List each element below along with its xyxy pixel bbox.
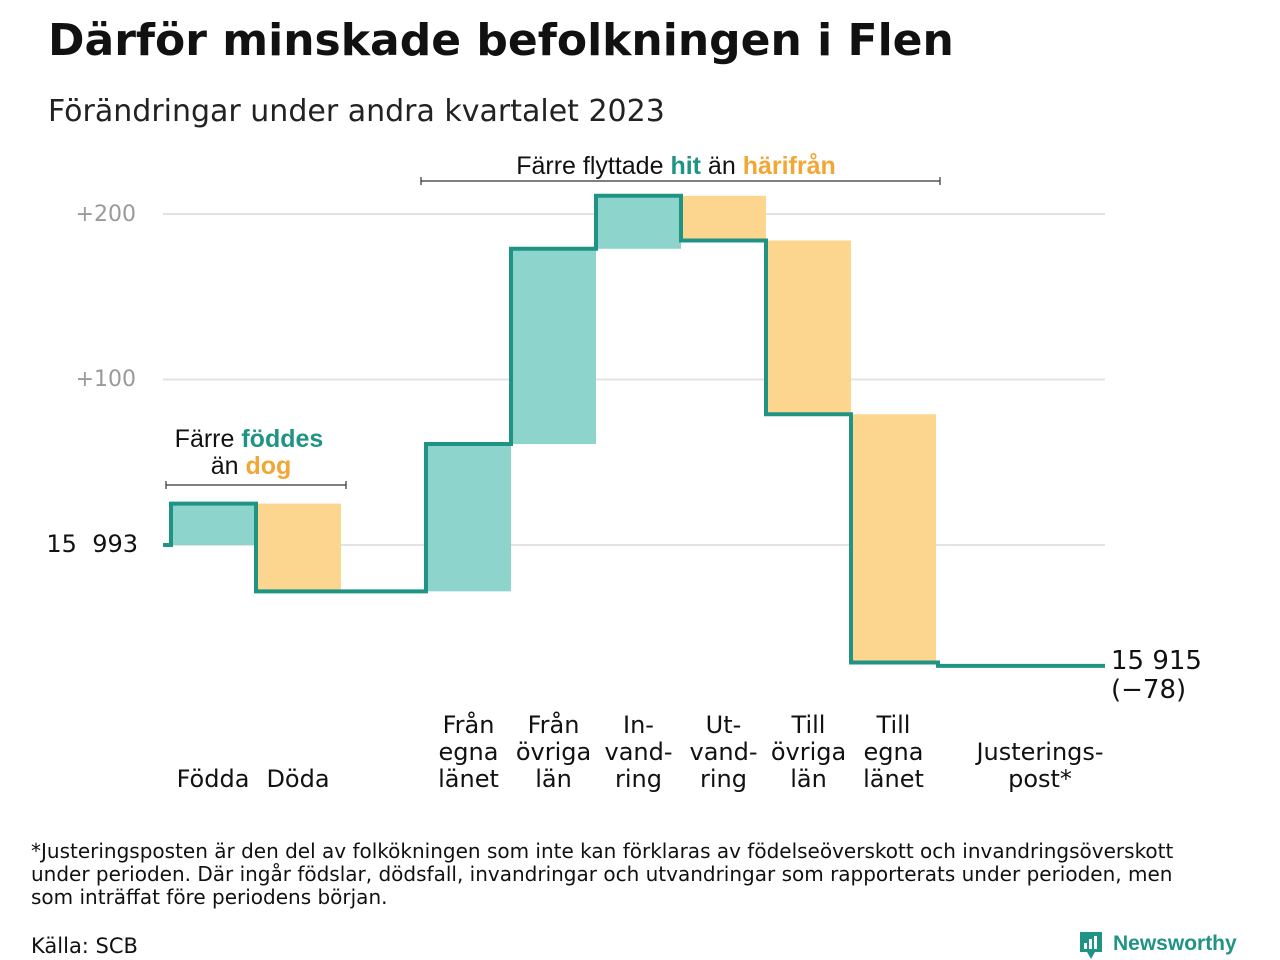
y-tick-label: +200 [76, 202, 136, 227]
end-change-label: (−78) [1111, 675, 1186, 705]
moves-annotation-text: än [701, 152, 743, 180]
waterfall-bar [511, 248, 596, 445]
category-label: län [535, 765, 572, 793]
category-label: Justerings- [974, 738, 1103, 766]
category-label: Från [528, 710, 580, 739]
waterfall-bar [766, 240, 851, 415]
waterfall-bar [426, 444, 511, 592]
category-label: egna [439, 738, 499, 766]
brand-name: Newsworthy [1113, 932, 1237, 955]
end-value-label: 15 915 [1111, 646, 1202, 676]
category-label: Till [876, 711, 911, 739]
category-label: Döda [266, 765, 329, 793]
chart-subtitle: Förändringar under andra kvartalet 2023 [48, 94, 665, 129]
moves-annotation: Färre flyttade hit än härifrån [420, 152, 941, 185]
category-label: vand- [689, 738, 757, 766]
waterfall-bar [681, 195, 766, 241]
category-label: Födda [177, 765, 250, 793]
running-total-line [163, 193, 1105, 668]
gridlines [163, 213, 1105, 546]
category-label: länet [438, 765, 499, 793]
category-label: ring [700, 765, 747, 793]
category-label: Ut- [706, 711, 742, 739]
newsworthy-chart-bubble-icon [1080, 932, 1102, 959]
chart-title: Därför minskade befolkningen i Flen [48, 15, 954, 66]
category-labels: Födda DödaFrånegnalänetFrånövrigalänIn-va… [177, 710, 1104, 793]
svg-text:Färre flyttade hit än härifrån: Färre flyttade hit än härifrån [516, 152, 836, 180]
category-label: ring [615, 765, 662, 793]
births-annotation: Färre föddes än dog [165, 425, 347, 489]
waterfall-bar [171, 503, 256, 545]
births-annotation-highlight: föddes [241, 425, 323, 453]
category-label: In- [623, 711, 654, 739]
births-annotation-text: än [211, 452, 246, 480]
category-label: egna [864, 738, 924, 766]
moves-annotation-text: Färre flyttade [516, 152, 670, 180]
source-label: Källa: SCB [31, 934, 138, 958]
footnote-line: *Justeringsposten är den del av folkökni… [31, 839, 1174, 863]
category-label: länet [863, 765, 924, 793]
category-label: post* [1008, 765, 1072, 793]
svg-text:Färre föddes: Färre föddes [175, 425, 324, 453]
category-label: vand- [604, 738, 672, 766]
category-label: övriga [771, 738, 846, 766]
y-tick-label: +100 [76, 367, 136, 392]
moves-annotation-highlight-out: härifrån [743, 152, 836, 180]
waterfall-bar [256, 503, 341, 592]
category-label: Från [443, 710, 495, 739]
births-annotation-text: Färre [175, 425, 242, 453]
category-label: län [790, 765, 827, 793]
svg-text:än dog: än dog [211, 452, 292, 480]
newsworthy-logo[interactable]: Newsworthy [1080, 932, 1237, 959]
footnote-line: som inträffat före periodens början. [31, 885, 387, 909]
category-label: Till [791, 711, 826, 739]
footnote-line: under perioden. Där ingår födslar, dödsf… [31, 862, 1172, 886]
waterfall-bar [596, 195, 681, 249]
bars [171, 195, 936, 663]
moves-annotation-highlight-in: hit [670, 152, 701, 180]
waterfall-bar [851, 414, 936, 663]
start-value-label: 15 993 [46, 530, 138, 558]
category-label: övriga [516, 738, 591, 766]
deaths-annotation-highlight: dog [245, 452, 291, 480]
